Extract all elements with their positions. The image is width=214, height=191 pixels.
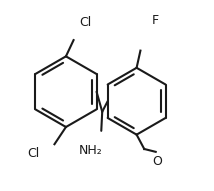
Text: F: F	[152, 14, 159, 27]
Text: O: O	[153, 155, 163, 168]
Text: Cl: Cl	[79, 16, 91, 29]
Text: NH₂: NH₂	[79, 144, 103, 157]
Text: Cl: Cl	[27, 147, 40, 160]
